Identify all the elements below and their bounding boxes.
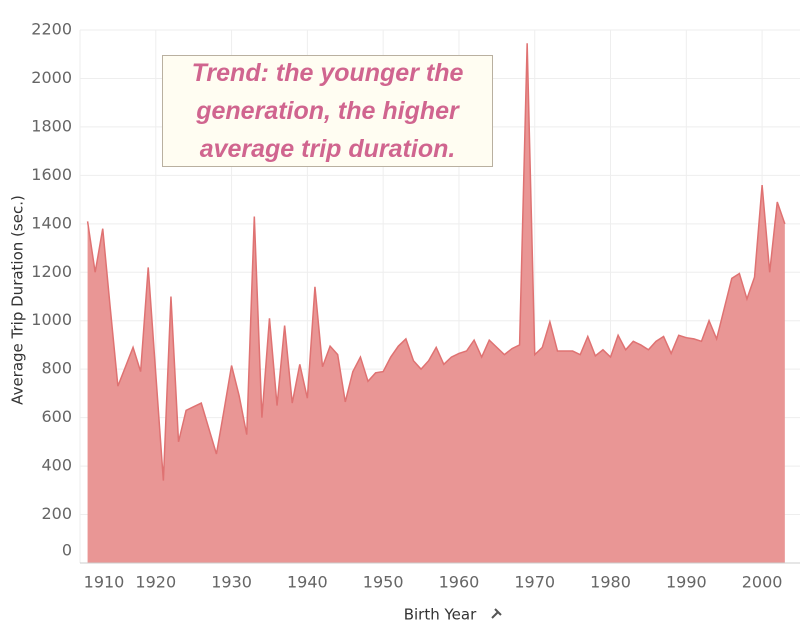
- y-tick-label: 400: [41, 456, 72, 475]
- x-tick-label: 1930: [211, 573, 252, 592]
- y-tick-label: 600: [41, 407, 72, 426]
- x-axis-label: Birth Year: [404, 606, 477, 624]
- area: [87, 43, 785, 563]
- y-tick-label: 0: [62, 541, 72, 560]
- y-tick-label: 1800: [31, 116, 72, 135]
- y-tick-label: 800: [41, 359, 72, 378]
- annotation: Trend: the younger the generation, the h…: [162, 55, 493, 167]
- x-tick-label: 1960: [439, 573, 480, 592]
- x-tick-label: 1950: [363, 573, 404, 592]
- x-tick-label: 1910: [84, 573, 125, 592]
- y-tick-label: 200: [41, 504, 72, 523]
- x-tick-label: 1990: [666, 573, 707, 592]
- y-tick-label: 1000: [31, 310, 72, 329]
- x-tick-label: 1970: [514, 573, 555, 592]
- x-tick-label: 1980: [590, 573, 631, 592]
- y-tick-label: 1200: [31, 262, 72, 281]
- y-tick-label: 1400: [31, 213, 72, 232]
- area-line: [86, 43, 786, 481]
- x-tick-label: 1940: [287, 573, 328, 592]
- x-tick-label: 1920: [135, 573, 176, 592]
- y-tick-label: 2000: [31, 68, 72, 87]
- pin-icon: [491, 608, 502, 619]
- x-tick-label: 2000: [742, 573, 783, 592]
- y-tick-label: 2200: [31, 20, 72, 39]
- y-tick-label: 1600: [31, 165, 72, 184]
- y-axis-label: Average Trip Duration (sec.): [9, 195, 27, 405]
